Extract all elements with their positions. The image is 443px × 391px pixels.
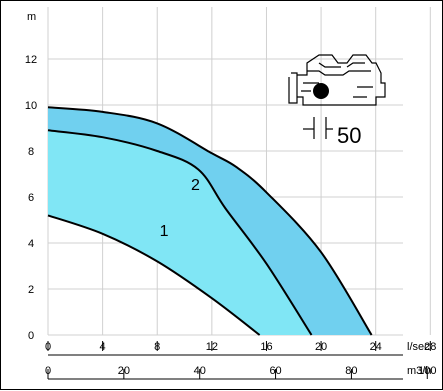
curve-labels: 12 [160,177,200,240]
dn-size-symbol [303,117,333,139]
x-tick-label-primary: 4 [100,341,106,353]
y-tick-label: 8 [28,146,34,158]
y-tick-label: 12 [25,54,37,66]
x-tick-label-primary: 24 [370,341,382,353]
y-tick-label: 2 [28,284,34,296]
x-tick-label-primary: 0 [45,341,51,353]
x-tick-label-secondary: 80 [345,365,357,377]
area-series-2 [48,107,372,335]
x-tick-label-primary: 16 [260,341,272,353]
series-label-1: 1 [160,223,169,240]
performance-areas [48,107,372,335]
x-tick-label-secondary: 0 [45,365,51,377]
x-tick-label-primary: 8 [154,341,160,353]
area-series-1 [48,130,312,335]
y-tick-label: 0 [28,330,34,342]
y-tick-label: 4 [28,238,34,250]
y-tick-label: 10 [25,100,37,112]
curve-top-series-2 [47,106,373,336]
x-tick-label-secondary: 40 [194,365,206,377]
x-axis: l/sec m3/h 0 4 8 12 16 20 24 28 0 20 40 60 80 100 [45,341,436,380]
dn-size-label: 50 [337,123,361,148]
curve-boundary-1-2 [47,129,313,336]
x-tick-label-secondary: 60 [269,365,281,377]
series-label-2: 2 [191,177,200,194]
x-tick-label-secondary: 20 [118,365,130,377]
x-axis-unit-secondary: m3/h [407,365,431,377]
x-tick-label-primary: 12 [206,341,218,353]
curve-bottom-series-1 [47,214,261,336]
performance-curves [47,106,373,336]
x-axis-unit-primary: l/sec [407,341,430,353]
x-tick-label-primary: 28 [424,341,436,353]
x-tick-label-primary: 20 [315,341,327,353]
pump-icon [288,54,386,106]
x-tick-label-secondary: 100 [418,365,436,377]
y-axis-unit: m [27,11,36,23]
y-tick-label: 6 [28,192,34,204]
y-axis: m 0 2 4 6 8 10 12 [25,11,37,342]
